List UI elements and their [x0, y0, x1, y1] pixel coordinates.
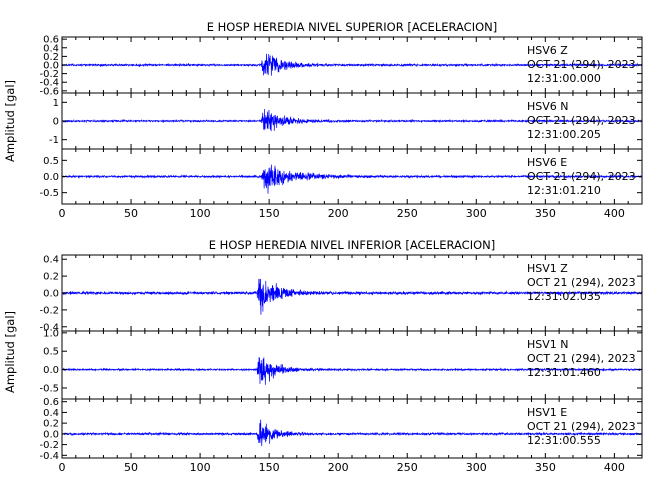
x-tick-label: 0	[59, 207, 66, 220]
x-tick-label: 200	[328, 207, 349, 220]
panel-title: E HOSP HEREDIA NIVEL SUPERIOR [ACELERACI…	[207, 20, 498, 34]
y-tick-label: 0.6	[43, 35, 59, 46]
y-tick-label: -0.6	[39, 86, 59, 97]
y-tick-label: 0.4	[43, 255, 59, 266]
y-tick-label: 0.4	[43, 408, 59, 419]
waveform-trace	[61, 108, 643, 132]
y-tick-label: 0.0	[43, 365, 59, 376]
y-tick-label: 0.0	[43, 429, 59, 440]
start-time-label: 12:31:00.205	[527, 128, 601, 141]
x-tick-label: 400	[604, 461, 625, 474]
date-label: OCT 21 (294), 2023	[527, 114, 636, 127]
x-tick-label: 150	[259, 207, 280, 220]
station-label: HSV1 E	[527, 406, 567, 419]
y-tick-label: 0.0	[43, 289, 59, 300]
date-label: OCT 21 (294), 2023	[527, 352, 636, 365]
y-tick-label: -0.4	[39, 78, 59, 89]
y-tick-label: 0.6	[43, 397, 59, 408]
y-tick-label: 0	[53, 117, 59, 128]
x-tick-label: 400	[604, 207, 625, 220]
waveform-trace	[61, 53, 643, 76]
station-label: HSV1 Z	[527, 262, 568, 275]
waveform-trace	[61, 357, 643, 385]
y-tick-label: 0.4	[43, 43, 59, 54]
y-tick-label: 0.5	[43, 156, 59, 167]
y-tick-label: 1.0	[43, 328, 59, 339]
y-tick-label: 0.0	[43, 172, 59, 183]
start-time-label: 12:31:00.000	[527, 72, 601, 85]
y-tick-label: 0.5	[43, 347, 59, 358]
y-tick-label: -0.5	[39, 188, 59, 199]
y-tick-label: -0.4	[39, 322, 59, 333]
x-tick-label: 50	[124, 461, 138, 474]
date-label: OCT 21 (294), 2023	[527, 58, 636, 71]
y-tick-label: 0.2	[43, 52, 59, 63]
y-tick-label: -0.5	[39, 383, 59, 394]
date-label: OCT 21 (294), 2023	[527, 276, 636, 289]
station-label: HSV6 E	[527, 156, 567, 169]
x-tick-label: 100	[190, 461, 211, 474]
y-axis-label: Amplitud [gal]	[3, 80, 17, 162]
panel-superior: E HOSP HEREDIA NIVEL SUPERIOR [ACELERACI…	[3, 20, 643, 220]
x-tick-label: 350	[535, 207, 556, 220]
x-tick-label: 0	[59, 461, 66, 474]
x-tick-label: 250	[397, 207, 418, 220]
panel-inferior: E HOSP HEREDIA NIVEL INFERIOR [ACELERACI…	[3, 238, 643, 474]
y-tick-label: -0.2	[39, 69, 59, 80]
start-time-label: 12:31:00.555	[527, 434, 601, 447]
y-tick-label: -0.2	[39, 440, 59, 451]
station-label: HSV1 N	[527, 338, 569, 351]
y-tick-label: 0.0	[43, 61, 59, 72]
x-tick-label: 250	[397, 461, 418, 474]
y-tick-label: -0.2	[39, 305, 59, 316]
x-tick-label: 150	[259, 461, 280, 474]
x-tick-label: 200	[328, 461, 349, 474]
x-tick-label: 300	[466, 207, 487, 220]
x-tick-label: 350	[535, 461, 556, 474]
date-label: OCT 21 (294), 2023	[527, 170, 636, 183]
y-tick-label: 1	[53, 98, 59, 109]
x-tick-label: 300	[466, 461, 487, 474]
y-tick-label: -1	[49, 135, 59, 146]
panel-title: E HOSP HEREDIA NIVEL INFERIOR [ACELERACI…	[209, 238, 495, 252]
start-time-label: 12:31:02.035	[527, 290, 601, 303]
waveform-trace	[61, 419, 643, 447]
start-time-label: 12:31:01.460	[527, 366, 601, 379]
start-time-label: 12:31:01.210	[527, 184, 601, 197]
y-tick-label: 0.2	[43, 272, 59, 283]
y-axis-label: Amplitud [gal]	[3, 311, 17, 393]
waveform-trace	[61, 278, 643, 315]
y-tick-label: 0.2	[43, 419, 59, 430]
station-label: HSV6 Z	[527, 44, 568, 57]
date-label: OCT 21 (294), 2023	[527, 420, 636, 433]
waveform-trace	[61, 164, 643, 194]
station-label: HSV6 N	[527, 100, 569, 113]
x-tick-label: 100	[190, 207, 211, 220]
y-tick-label: -0.4	[39, 451, 59, 462]
x-tick-label: 50	[124, 207, 138, 220]
